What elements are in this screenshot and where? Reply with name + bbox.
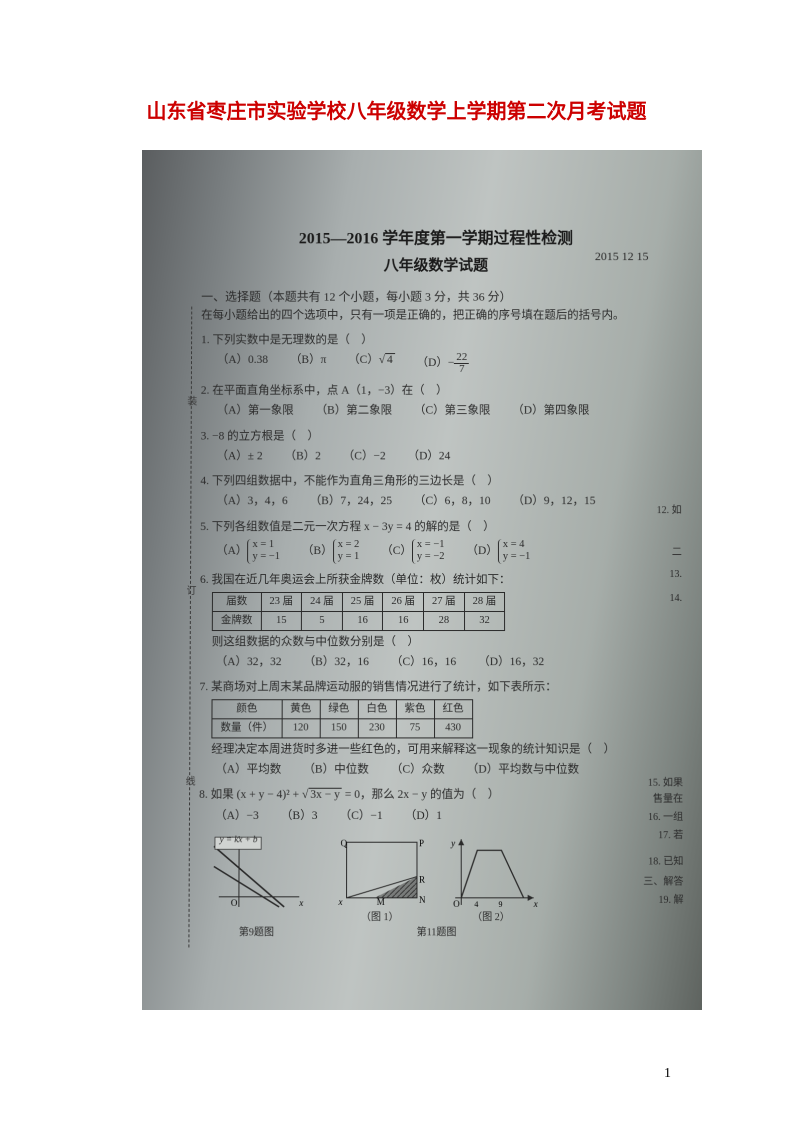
figure-9: x y O y = kx + b 第9题图 bbox=[209, 831, 305, 941]
section-1-header: 一、选择题（本题共有 12 个小题，每小题 3 分，共 36 分） bbox=[201, 287, 670, 305]
svg-text:9: 9 bbox=[498, 900, 502, 909]
question-1: 1. 下列实数中是无理数的是（ ） bbox=[201, 332, 671, 349]
question-6-table: 届数23 届24 届25 届26 届27 届28 届 金牌数1551616283… bbox=[212, 592, 506, 631]
figures-row: x y O y = kx + b 第9题图 bbox=[209, 831, 674, 941]
svg-text:Q: Q bbox=[341, 839, 348, 849]
section-1-note: 在每小题给出的四个选项中，只有一项是正确的，把正确的序号填在题后的括号内。 bbox=[201, 307, 671, 324]
exam-date: 2015 12 15 bbox=[595, 247, 649, 265]
svg-text:x: x bbox=[533, 899, 538, 909]
scanned-photo: 装 订 线 2015—2016 学年度第一学期过程性检测 八年级数学试题 201… bbox=[142, 150, 702, 1010]
svg-text:O: O bbox=[453, 899, 460, 909]
svg-text:x: x bbox=[298, 898, 303, 908]
svg-text:R: R bbox=[419, 875, 425, 885]
question-5: 5. 下列各组数值是二元一次方程 x − 3y = 4 的解的是（ ） bbox=[200, 519, 672, 536]
question-8-options: （A）−3（B）3（C）−1（D）1 bbox=[215, 808, 673, 825]
question-7-sub: 经理决定本周进货时多进一些红色的，可用来解释这一现象的统计知识是（ ） bbox=[211, 741, 673, 758]
question-7: 7. 某商场对上周末某品牌运动服的销售情况进行了统计，如下表所示： bbox=[200, 679, 673, 696]
question-5-options: （A）x = 1y = −1 （B）x = 2y = 1 （C）x = −1y … bbox=[216, 539, 672, 564]
question-7-table: 颜色黄色绿色白色紫色红色 数量（件）12015023075430 bbox=[211, 700, 472, 739]
question-2-options: （A）第一象限（B）第二象限（C）第三象限（D）第四象限 bbox=[217, 403, 672, 420]
page-number: 1 bbox=[664, 1066, 671, 1082]
page-title: 山东省枣庄市实验学校八年级数学上学期第二次月考试题 bbox=[0, 0, 793, 124]
question-3-options: （A）± 2（B）2（C）−2（D）24 bbox=[216, 448, 671, 465]
question-1-options: （A）0.38 （B）π （C）√4 （D）−227 bbox=[217, 352, 671, 375]
svg-text:O: O bbox=[231, 898, 238, 908]
edge-text: 12. 如 bbox=[657, 503, 682, 518]
question-7-options: （A）平均数（B）中位数（C）众数（D）平均数与中位数 bbox=[215, 762, 673, 779]
figure-11: Q P R N x M （图 1） bbox=[334, 835, 538, 941]
svg-text:4: 4 bbox=[474, 900, 478, 909]
question-2: 2. 在平面直角坐标系中，点 A（1，−3）在（ ） bbox=[201, 383, 671, 400]
question-6-sub: 则这组数据的众数与中位数分别是（ ） bbox=[212, 634, 673, 651]
binding-line: 装 订 线 bbox=[182, 307, 199, 948]
question-4: 4. 下列四组数据中，不能作为直角三角形的三边长是（ ） bbox=[200, 473, 671, 490]
question-6-options: （A）32，32（B）32，16（C）16，16（D）16，32 bbox=[216, 654, 673, 671]
svg-text:x: x bbox=[337, 897, 342, 907]
svg-text:P: P bbox=[419, 839, 424, 849]
question-6: 6. 我国在近几年奥运会上所获金牌数（单位：枚）统计如下： bbox=[200, 572, 672, 589]
svg-text:M: M bbox=[377, 897, 385, 907]
question-3: 3. −8 的立方根是（ ） bbox=[201, 428, 672, 445]
question-8: 8. 如果 (x + y − 4)² + √3x − y = 0，那么 2x −… bbox=[199, 787, 673, 804]
question-4-options: （A）3，4，6（B）7，24，25（C）6，8，10（D）9，12，15 bbox=[216, 493, 671, 510]
svg-text:N: N bbox=[419, 895, 425, 905]
svg-text:y: y bbox=[450, 839, 455, 849]
exam-paper: 装 订 线 2015—2016 学年度第一学期过程性检测 八年级数学试题 201… bbox=[158, 188, 682, 988]
